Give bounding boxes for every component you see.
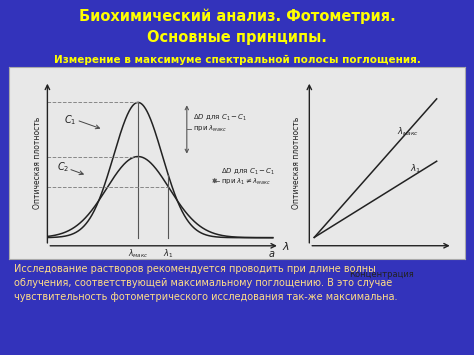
Text: Оптическая плотность: Оптическая плотность xyxy=(292,117,301,209)
Text: $\Delta D$ для $C_1 - C_1$: $\Delta D$ для $C_1 - C_1$ xyxy=(192,113,247,123)
Text: $\lambda_{макс}$: $\lambda_{макс}$ xyxy=(398,126,419,138)
Text: $\lambda_1$: $\lambda_1$ xyxy=(163,248,173,260)
Text: $\lambda_{макс}$: $\lambda_{макс}$ xyxy=(128,248,148,260)
Text: a: a xyxy=(268,248,274,258)
Text: при $\lambda_1 \neq \lambda_{макс}$: при $\lambda_1 \neq \lambda_{макс}$ xyxy=(220,176,271,187)
Text: Измерение в максимуме спектральной полосы поглощения.: Измерение в максимуме спектральной полос… xyxy=(54,55,420,65)
Text: $\Delta D$ для $C_1 - C_1$: $\Delta D$ для $C_1 - C_1$ xyxy=(220,167,275,177)
Text: $\lambda$: $\lambda$ xyxy=(282,240,290,252)
Text: при $\lambda_{макс}$: при $\lambda_{макс}$ xyxy=(192,124,227,134)
Text: $C_2$: $C_2$ xyxy=(57,160,69,174)
Text: Основные принципы.: Основные принципы. xyxy=(147,30,327,45)
Text: $\lambda_1$: $\lambda_1$ xyxy=(410,162,421,175)
Text: Оптическая плотность: Оптическая плотность xyxy=(34,117,42,209)
Text: Концентрация: Концентрация xyxy=(349,271,414,279)
Text: Исследование растворов рекомендуется проводить при длине волны
облучения, соотве: Исследование растворов рекомендуется про… xyxy=(14,264,398,302)
Text: Биохимический анализ. Фотометрия.: Биохимический анализ. Фотометрия. xyxy=(79,9,395,24)
Text: $C_1$: $C_1$ xyxy=(64,113,76,127)
